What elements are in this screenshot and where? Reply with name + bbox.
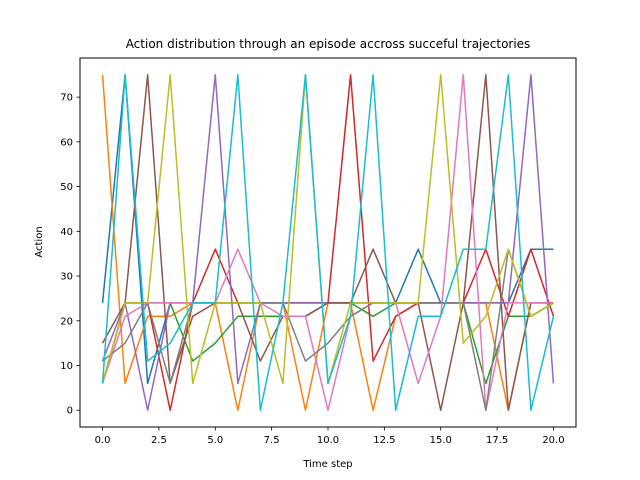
y-tick-label: 50: [60, 182, 73, 193]
chart-title: Action distribution through an episode a…: [126, 37, 531, 51]
series-line-10: [101, 74, 555, 411]
x-tick-label: 10.0: [317, 435, 339, 446]
x-axis-label: Time step: [302, 459, 352, 470]
series-layer: [101, 74, 555, 411]
y-axis-label: Action: [34, 226, 45, 257]
y-tick-label: 30: [60, 272, 73, 283]
y-tick-label: 10: [60, 361, 73, 372]
x-tick-label: 15.0: [430, 435, 452, 446]
x-tick-label: 12.5: [373, 435, 395, 446]
x-tick-label: 17.5: [486, 435, 508, 446]
x-tick-label: 20.0: [542, 435, 564, 446]
x-axis: 0.0 2.5 5.0 7.5 10.0 12.5 15.0 17.5 20.0: [95, 427, 565, 446]
series-line-7: [101, 74, 554, 411]
y-tick-label: 40: [60, 227, 73, 238]
y-tick-label: 20: [60, 316, 73, 327]
y-tick-label: 70: [60, 93, 73, 104]
x-tick-label: 2.5: [151, 435, 167, 446]
series-line-6: [101, 74, 554, 411]
x-tick-label: 0.0: [95, 435, 111, 446]
y-tick-label: 0: [67, 406, 73, 417]
series-line-8: [102, 248, 554, 411]
y-axis: 0 10 20 30 40 50 60 70: [60, 93, 80, 417]
y-tick-label: 60: [60, 137, 73, 148]
x-tick-label: 5.0: [207, 435, 223, 446]
x-tick-label: 7.5: [264, 435, 280, 446]
